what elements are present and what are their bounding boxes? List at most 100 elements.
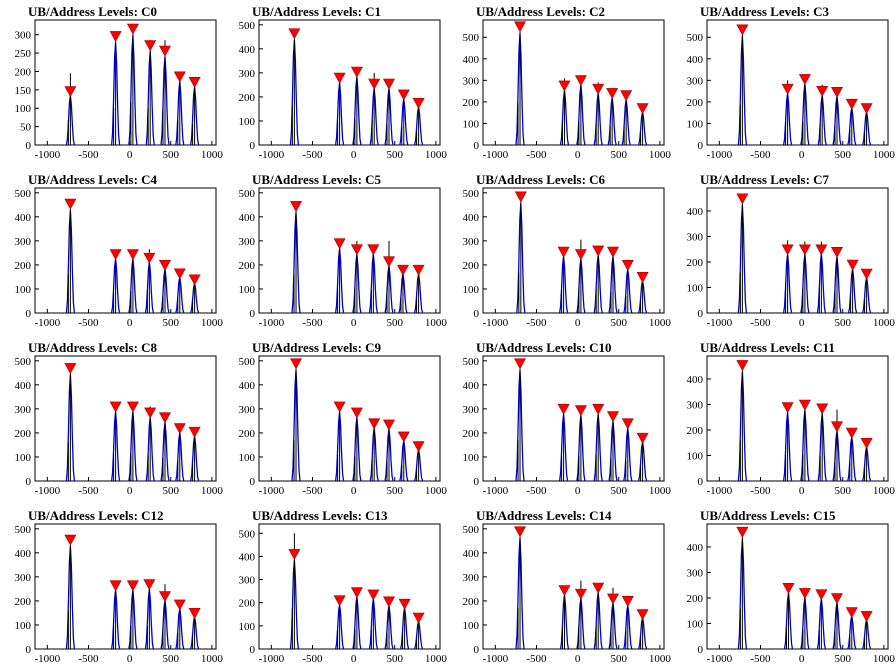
panel-title: UB/Address Levels: C11	[700, 340, 835, 355]
peak-marker	[514, 526, 527, 538]
peak-marker	[126, 23, 139, 35]
peak-marker	[382, 256, 395, 268]
panel-title: UB/Address Levels: C1	[252, 4, 381, 19]
y-tick-label: 300	[463, 572, 480, 584]
y-tick-label: 500	[463, 32, 480, 44]
y-tick-label: 100	[15, 620, 32, 632]
x-tick-label: -1000	[707, 149, 733, 161]
peak-marker	[846, 259, 859, 271]
y-tick-label: 150	[15, 85, 32, 97]
histogram-panel-5: UB/Address Levels: C5 -1000 -500 0 500 1000 0 1…	[224, 168, 448, 336]
x-tick-label: 500	[387, 317, 404, 329]
plot-frame	[34, 187, 217, 314]
x-tick-label: 0	[351, 485, 357, 497]
histogram-svg: UB/Address Levels: C9 -1000 -500 0 500 1000 0 1…	[239, 340, 448, 497]
x-tick-label: 500	[611, 149, 628, 161]
y-tick-label: 100	[687, 450, 704, 462]
peak-marker	[636, 103, 649, 115]
peak-marker	[144, 407, 157, 419]
x-tick-label: 0	[351, 653, 357, 665]
peak-marker	[333, 72, 346, 84]
peak-marker	[350, 244, 363, 256]
x-tick-label: -1000	[259, 485, 285, 497]
x-tick-label: 1000	[425, 485, 448, 497]
peak-marker	[173, 599, 186, 611]
panel-title: UB/Address Levels: C4	[28, 172, 158, 187]
x-tick-label: 500	[835, 653, 852, 665]
x-tick-label: 1000	[649, 653, 672, 665]
x-tick-label: 500	[387, 653, 404, 665]
x-tick-label: 500	[387, 149, 404, 161]
plot-frame	[258, 187, 441, 314]
peak-marker	[558, 585, 571, 597]
y-tick-label: 300	[463, 236, 480, 248]
x-tick-label: -500	[526, 317, 547, 329]
peak-marker	[397, 431, 410, 443]
peak-marker	[64, 363, 77, 375]
histogram-svg: UB/Address Levels: C12 -1000 -500 0 500 1000 0…	[15, 508, 224, 665]
peak-marker	[350, 407, 363, 419]
y-tick-label: 400	[239, 380, 256, 392]
x-tick-label: 1000	[425, 149, 448, 161]
plot-frame	[482, 187, 665, 314]
peak-marker	[860, 103, 873, 115]
peak-marker	[143, 252, 156, 264]
peak-marker	[798, 588, 811, 600]
peak-marker	[736, 360, 749, 372]
peak-marker	[557, 246, 570, 258]
x-tick-label: -500	[302, 485, 323, 497]
histogram-svg: UB/Address Levels: C2 -1000 -500 0 500 1000 0 1…	[463, 4, 672, 161]
y-tick-label: 300	[687, 567, 704, 579]
y-tick-label: 200	[687, 425, 704, 437]
y-tick-label: 0	[26, 476, 32, 488]
peak-marker	[64, 534, 77, 546]
y-tick-label: 0	[250, 308, 256, 320]
histogram-svg: UB/Address Levels: C14 -1000 -500 0 500 1000 0…	[463, 508, 672, 665]
histogram-panel-6: UB/Address Levels: C6 -1000 -500 0 500 1000 0 1…	[448, 168, 672, 336]
x-tick-label: 500	[611, 317, 628, 329]
x-tick-label: -500	[78, 317, 99, 329]
peak-marker	[158, 260, 171, 271]
y-tick-label: 400	[15, 380, 32, 392]
histogram-panel-13: UB/Address Levels: C13 -1000 -500 0 500 1000 0…	[224, 504, 448, 672]
y-tick-label: 300	[463, 75, 480, 87]
x-tick-label: 1000	[873, 317, 896, 329]
histogram-panel-7: UB/Address Levels: C7 -1000 -500 0 500 1000 0 1…	[672, 168, 896, 336]
peak-marker	[736, 526, 749, 538]
histogram-svg: UB/Address Levels: C15 -1000 -500 0 500 1000 0…	[687, 508, 896, 665]
x-tick-label: -500	[78, 485, 99, 497]
histogram-panel-4: UB/Address Levels: C4 -1000 -500 0 500 1000 0 1…	[0, 168, 224, 336]
x-tick-label: 0	[575, 653, 581, 665]
plot-frame	[34, 355, 217, 482]
peak-marker	[333, 595, 346, 607]
y-tick-label: 0	[250, 140, 256, 152]
x-tick-label: 0	[127, 317, 133, 329]
x-tick-label: 500	[163, 317, 180, 329]
y-tick-label: 200	[687, 593, 704, 605]
y-tick-label: 300	[15, 30, 32, 42]
peak-marker	[845, 427, 858, 439]
histogram-panel-10: UB/Address Levels: C10 -1000 -500 0 500 1000 0…	[448, 336, 672, 504]
y-tick-label: 500	[239, 356, 256, 368]
y-tick-label: 0	[698, 644, 704, 656]
histogram-svg: UB/Address Levels: C13 -1000 -500 0 500 1000 0…	[239, 508, 448, 665]
peak-marker	[64, 86, 77, 98]
x-tick-label: 500	[611, 485, 628, 497]
y-tick-label: 0	[26, 308, 32, 320]
peak-marker	[412, 612, 425, 624]
peak-marker	[158, 45, 171, 57]
peak-marker	[382, 78, 395, 90]
y-tick-label: 0	[26, 140, 32, 152]
peak-marker	[816, 85, 829, 97]
peak-marker	[798, 244, 811, 256]
y-tick-label: 0	[698, 476, 704, 488]
y-tick-label: 400	[687, 206, 704, 218]
peak-marker	[514, 358, 527, 370]
plot-frame	[258, 19, 441, 146]
x-tick-label: 1000	[873, 485, 896, 497]
x-tick-label: 500	[835, 149, 852, 161]
y-tick-label: 100	[463, 620, 480, 632]
panel-title: UB/Address Levels: C10	[476, 340, 612, 355]
y-tick-label: 200	[463, 97, 480, 109]
x-tick-label: 500	[163, 149, 180, 161]
